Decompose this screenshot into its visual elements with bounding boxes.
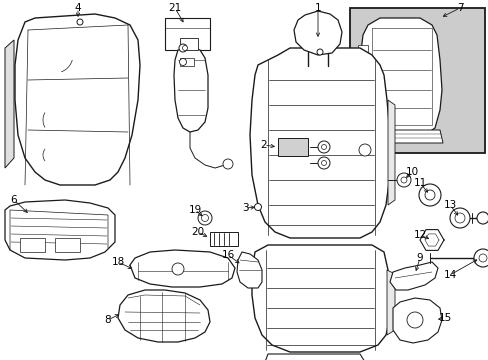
Text: 7: 7: [456, 3, 462, 13]
Circle shape: [321, 161, 326, 166]
Polygon shape: [264, 354, 364, 360]
Text: 3: 3: [241, 203, 248, 213]
Bar: [164, 18, 209, 50]
Circle shape: [473, 249, 488, 267]
Text: 15: 15: [437, 313, 451, 323]
Text: 19: 19: [188, 205, 201, 215]
Circle shape: [223, 159, 232, 169]
Circle shape: [321, 144, 326, 149]
Polygon shape: [249, 48, 389, 238]
Circle shape: [418, 184, 440, 206]
Circle shape: [198, 211, 212, 225]
Polygon shape: [174, 47, 207, 132]
Circle shape: [400, 177, 406, 183]
Polygon shape: [392, 298, 441, 343]
Bar: [357, 45, 367, 55]
Circle shape: [396, 173, 410, 187]
Polygon shape: [5, 40, 14, 168]
Text: 21: 21: [168, 3, 181, 13]
Circle shape: [449, 208, 469, 228]
Circle shape: [316, 49, 323, 55]
Text: 20: 20: [191, 227, 204, 237]
Circle shape: [478, 254, 486, 262]
Bar: [357, 81, 367, 91]
Polygon shape: [387, 100, 394, 205]
Text: 1: 1: [314, 3, 321, 13]
Polygon shape: [359, 18, 441, 138]
Polygon shape: [359, 130, 442, 143]
Bar: [278, 138, 307, 156]
Polygon shape: [118, 290, 209, 342]
Polygon shape: [5, 200, 115, 260]
Circle shape: [454, 213, 464, 223]
Circle shape: [179, 58, 186, 66]
Circle shape: [77, 19, 83, 25]
Text: 11: 11: [412, 178, 426, 188]
Circle shape: [179, 44, 186, 52]
Text: 2: 2: [260, 140, 267, 150]
Circle shape: [317, 157, 329, 169]
Circle shape: [476, 212, 488, 224]
Polygon shape: [15, 14, 140, 185]
Circle shape: [182, 45, 187, 50]
Circle shape: [201, 215, 208, 221]
Bar: [349, 8, 484, 153]
Circle shape: [317, 141, 329, 153]
Text: 6: 6: [11, 195, 17, 205]
Circle shape: [406, 312, 422, 328]
Polygon shape: [237, 252, 262, 288]
Bar: [20, 238, 45, 252]
Polygon shape: [130, 250, 235, 287]
Bar: [357, 63, 367, 73]
Polygon shape: [251, 245, 389, 352]
Circle shape: [424, 190, 434, 200]
Bar: [209, 232, 238, 246]
Polygon shape: [293, 11, 341, 55]
Polygon shape: [386, 270, 394, 335]
Circle shape: [254, 203, 261, 211]
Circle shape: [358, 144, 370, 156]
Circle shape: [172, 263, 183, 275]
Text: 12: 12: [412, 230, 426, 240]
Text: 9: 9: [416, 253, 423, 263]
Polygon shape: [389, 262, 437, 290]
Bar: [55, 238, 80, 252]
Text: 4: 4: [75, 3, 81, 13]
Bar: [180, 58, 194, 66]
Bar: [180, 38, 198, 50]
Text: 18: 18: [111, 257, 124, 267]
Text: 10: 10: [405, 167, 418, 177]
Text: 14: 14: [443, 270, 456, 280]
Text: 16: 16: [221, 250, 234, 260]
Text: 13: 13: [443, 200, 456, 210]
Text: 8: 8: [104, 315, 111, 325]
